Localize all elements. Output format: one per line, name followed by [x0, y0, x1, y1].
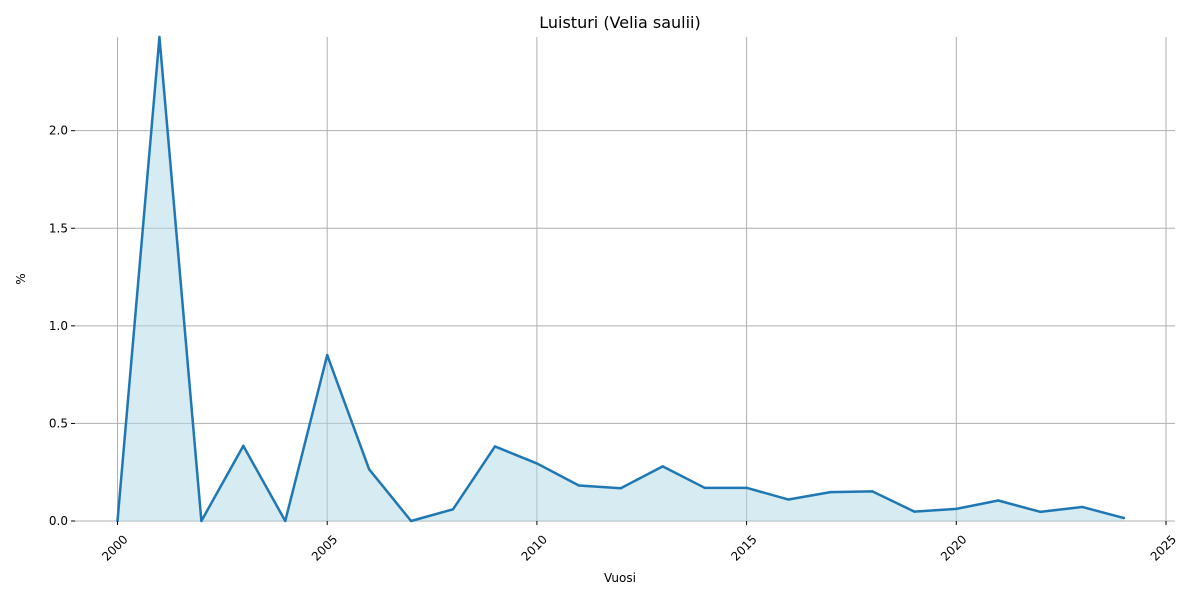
data-point	[745, 486, 748, 490]
data-point	[913, 510, 916, 513]
data-point	[284, 519, 287, 523]
y-tick-label: 1.0	[49, 319, 68, 333]
x-tick-label: 2010	[519, 532, 550, 563]
data-point	[1038, 510, 1042, 514]
x-tick-label: 2025	[1148, 532, 1179, 563]
data-point	[242, 444, 245, 448]
data-point	[577, 484, 581, 487]
data-point	[200, 519, 203, 523]
data-point	[619, 487, 622, 490]
y-axis-label: %	[14, 273, 28, 284]
data-point	[829, 490, 832, 494]
x-tick-label: 2000	[99, 532, 130, 563]
data-point	[997, 499, 1000, 502]
data-point	[535, 462, 539, 465]
data-point	[661, 465, 664, 468]
series-area	[117, 37, 1125, 521]
data-point	[409, 519, 413, 523]
data-point	[871, 490, 874, 493]
y-tick-label: 2.0	[49, 124, 68, 138]
data-point	[703, 486, 706, 490]
x-axis-ticks: 2000 2005 2010 2015 2020 2025	[99, 521, 1179, 564]
data-point	[158, 35, 161, 39]
x-tick-label: 2020	[938, 532, 969, 563]
series-line	[116, 35, 1125, 523]
points-layer	[116, 35, 1126, 523]
chart-title: Luisturi (Velia saulii)	[539, 13, 701, 32]
x-tick-label: 2015	[728, 532, 759, 563]
data-point	[787, 498, 790, 501]
y-tick-label: 1.5	[49, 221, 68, 235]
y-axis-ticks: 0.0 0.5 1.0 1.5 2.0	[49, 124, 75, 528]
data-point	[326, 353, 329, 357]
y-tick-label: 0.0	[49, 514, 68, 528]
x-axis-label: Vuosi	[604, 571, 636, 585]
grid-layer	[75, 37, 1175, 522]
data-point	[1080, 505, 1084, 509]
data-point	[451, 508, 455, 511]
x-tick-label: 2005	[309, 532, 340, 563]
data-point	[493, 445, 497, 448]
data-point	[1122, 516, 1126, 520]
data-point	[955, 507, 958, 511]
data-point	[367, 468, 371, 471]
y-tick-label: 0.5	[49, 416, 68, 430]
